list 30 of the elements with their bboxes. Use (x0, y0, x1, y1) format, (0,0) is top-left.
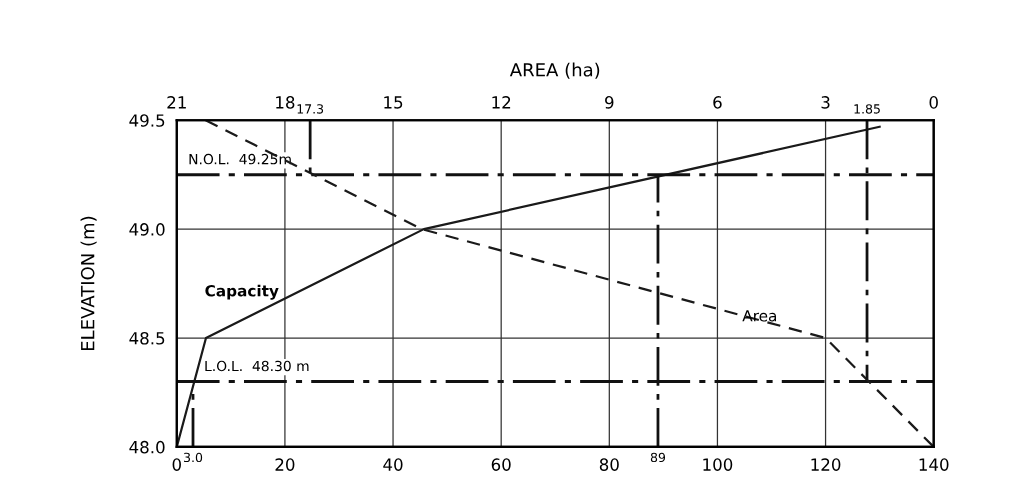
ref-line-label: 89 (650, 452, 666, 463)
y-tick-label: 48.0 (129, 440, 165, 454)
x2-axis-title: AREA (ha) (509, 62, 600, 79)
ref-line-label: 17.3 (297, 104, 324, 114)
x2-tick-label: 0 (929, 96, 938, 109)
x2-tick-label: 3 (821, 96, 830, 109)
x2-tick-label: 6 (713, 96, 722, 109)
x-tick-label: 40 (383, 458, 403, 471)
x-tick-label: 80 (599, 458, 619, 471)
series-label: Area (742, 310, 776, 322)
ref-line-label: L.O.L. 48.30 m (205, 360, 309, 372)
x-tick-label: 0 (172, 458, 181, 471)
x2-tick-label: 9 (605, 96, 614, 109)
x-tick-label: 60 (491, 458, 511, 471)
y-tick-label: 49.5 (129, 114, 165, 127)
x-tick-label: 20 (275, 458, 295, 471)
x2-tick-label: 15 (384, 96, 403, 109)
y-axis-title: ELEVATION (m) (80, 216, 97, 351)
x-tick-label: 140 (919, 458, 949, 471)
y-tick-label: 48.5 (129, 331, 165, 345)
series-label: Capacity (205, 284, 279, 300)
y-tick-label: 49.0 (129, 223, 165, 236)
x2-tick-label: 18 (276, 96, 295, 109)
ref-line-label: N.O.L. 49.25m (189, 153, 291, 165)
x-tick-label: 100 (703, 458, 733, 471)
x2-tick-label: 12 (492, 96, 511, 109)
ref-line-label: 3.0 (184, 452, 203, 463)
x-tick-label: 120 (811, 458, 841, 471)
x2-tick-label: 21 (167, 96, 186, 109)
ref-line-label: 1.85 (854, 104, 880, 114)
